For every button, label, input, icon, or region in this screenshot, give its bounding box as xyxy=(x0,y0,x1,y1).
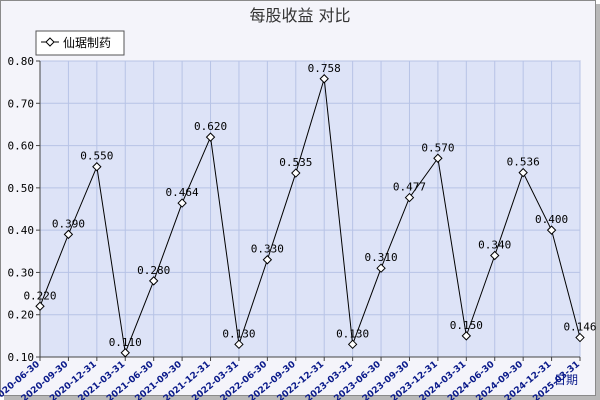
data-point-marker xyxy=(120,348,130,358)
data-label: 0.550 xyxy=(80,150,113,163)
y-tick-label: 0.80 xyxy=(8,55,35,68)
data-point-marker xyxy=(319,74,329,84)
series-line xyxy=(39,78,581,355)
data-label: 0.535 xyxy=(279,156,312,169)
legend-marker-icon xyxy=(45,37,55,47)
data-point-marker xyxy=(575,332,585,343)
y-tick-label: 0.20 xyxy=(8,309,35,322)
data-label: 0.150 xyxy=(450,319,483,332)
data-label: 0.464 xyxy=(166,186,199,199)
x-axis-label: 日期 xyxy=(554,373,578,387)
data-label: 0.220 xyxy=(23,289,56,302)
data-label: 0.280 xyxy=(137,264,170,277)
data-point-marker xyxy=(234,339,244,350)
data-point-marker xyxy=(291,168,301,178)
data-label: 0.130 xyxy=(222,327,255,340)
chart-title: 每股收益 对比 xyxy=(249,6,350,25)
legend: 仙琚制药 xyxy=(35,30,125,56)
data-point-marker xyxy=(205,132,216,142)
y-tick-label: 0.70 xyxy=(8,97,35,110)
data-label: 0.758 xyxy=(308,62,341,75)
data-point-marker xyxy=(546,225,557,235)
data-label: 0.340 xyxy=(478,239,511,252)
y-tick-label: 0.60 xyxy=(8,140,35,153)
legend-label: 仙琚制药 xyxy=(63,36,111,50)
data-point-marker xyxy=(461,331,472,341)
data-point-marker xyxy=(433,153,443,163)
data-label: 0.110 xyxy=(109,336,142,349)
data-point-marker xyxy=(148,276,159,286)
data-label: 0.477 xyxy=(393,181,426,194)
data-label: 0.310 xyxy=(364,251,397,264)
data-point-marker xyxy=(490,250,500,261)
data-point-marker xyxy=(35,301,45,311)
data-label: 0.570 xyxy=(421,141,454,154)
data-label: 0.390 xyxy=(52,217,85,230)
y-axis: 0.10 0.20 0.30 0.40 0.50 0.60 0.70 0.80 xyxy=(8,55,41,364)
data-label: 0.330 xyxy=(251,243,284,256)
data-point-marker xyxy=(262,255,273,265)
x-axis: 2020-06-302020-09-302020-12-312021-03-31… xyxy=(0,356,582,400)
data-label: 0.146 xyxy=(563,321,596,334)
data-point-marker xyxy=(177,198,187,208)
data-point-marker xyxy=(404,192,415,203)
y-tick-label: 0.30 xyxy=(8,266,35,279)
data-point-marker xyxy=(347,339,358,350)
data-label: 0.130 xyxy=(336,327,369,340)
data-point-marker xyxy=(376,263,386,273)
y-tick-label: 0.40 xyxy=(8,224,35,237)
data-label: 0.536 xyxy=(507,156,540,169)
data-point-marker xyxy=(92,162,102,172)
series-group: 0.220 0.390 0.550 0.110 0.280 0.464 0.620 0.130… xyxy=(23,62,597,358)
data-label: 0.620 xyxy=(194,120,227,133)
data-point-marker xyxy=(63,229,74,240)
y-tick-label: 0.50 xyxy=(8,182,35,195)
y-tick-label: 0.10 xyxy=(8,351,35,364)
data-point-marker xyxy=(518,167,528,178)
data-label: 0.400 xyxy=(535,213,568,226)
plot-area xyxy=(39,60,581,358)
